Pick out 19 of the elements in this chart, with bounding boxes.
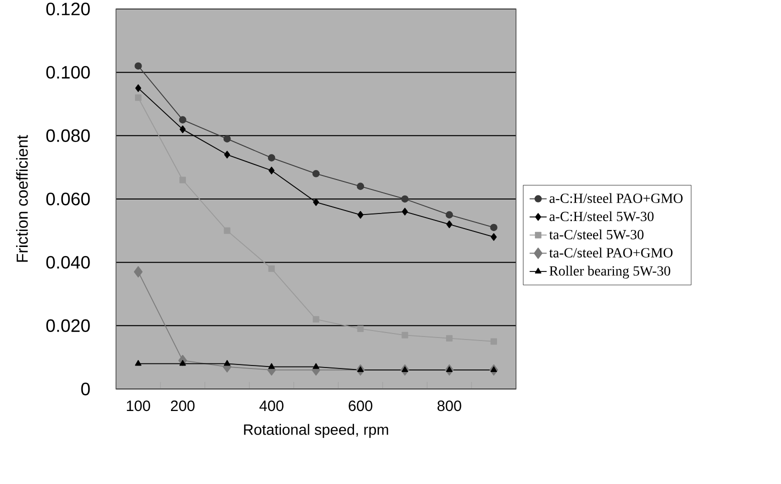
legend-label: a-C:H/steel PAO+GMO	[550, 193, 683, 204]
y-tick-label: 0.020	[46, 319, 90, 332]
legend-label: a-C:H/steel 5W-30	[550, 211, 654, 222]
x-axis-title: Rotational speed, rpm	[244, 424, 388, 438]
y-tick-label: 0.100	[46, 66, 90, 79]
legend-label: Roller bearing 5W-30	[550, 266, 670, 279]
y-tick-label: 0.060	[46, 192, 90, 206]
legend-label: ta-C/steel 5W-30	[549, 229, 644, 240]
y-axis-title: Friction coefficient	[16, 135, 28, 262]
y-tick-label: 0	[81, 382, 90, 396]
x-tick-label: 600	[348, 400, 372, 412]
y-tick-label: 0.120	[46, 2, 90, 16]
legend-label: ta-C/steel PAO+GMO	[549, 248, 673, 258]
x-tick-label: 800	[438, 400, 462, 412]
x-tick-label: 100	[126, 400, 150, 412]
x-tick-label: 200	[170, 400, 195, 412]
y-tick-label: 0.040	[46, 256, 90, 269]
x-tick-label: 400	[259, 400, 284, 412]
y-tick-label: 0.080	[46, 129, 90, 142]
